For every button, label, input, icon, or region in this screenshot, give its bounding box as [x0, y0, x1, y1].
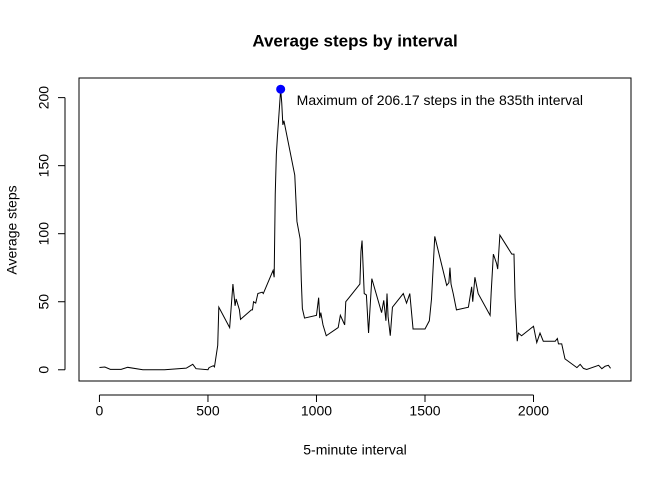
y-tick-label: 150 [36, 154, 52, 178]
y-axis-label: Average steps [4, 185, 20, 274]
x-tick-label: 1500 [409, 403, 440, 419]
y-tick-label: 100 [36, 222, 52, 246]
x-tick-label: 500 [196, 403, 220, 419]
max-point [276, 84, 286, 94]
y-tick-label: 200 [36, 86, 52, 110]
x-axis-label: 5-minute interval [303, 442, 407, 458]
plot-frame [78, 77, 632, 382]
y-tick-label: 0 [36, 366, 52, 374]
x-tick-label: 1000 [301, 403, 332, 419]
data-line [99, 89, 611, 371]
annotation: Maximum of 206.17 steps in the 835th int… [297, 92, 583, 108]
x-tick-label: 2000 [518, 403, 549, 419]
y-tick-label: 50 [36, 294, 52, 310]
chart-title: Average steps by interval [252, 31, 457, 50]
x-tick-label: 0 [96, 403, 104, 419]
